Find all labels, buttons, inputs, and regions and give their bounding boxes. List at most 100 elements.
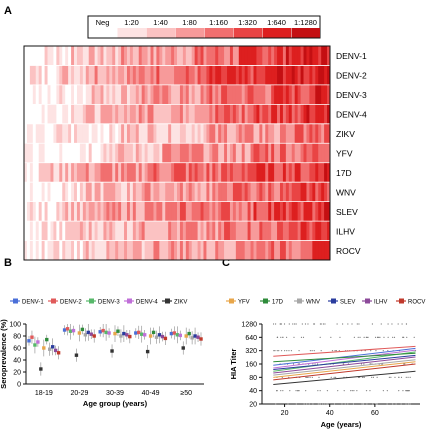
heatmap-cell bbox=[285, 84, 290, 105]
heatmap-cell bbox=[297, 65, 301, 86]
heatmap-cell bbox=[91, 182, 96, 202]
heatmap-cell bbox=[71, 240, 75, 261]
scale-swatch bbox=[175, 28, 204, 38]
heatmap-cell bbox=[106, 46, 110, 66]
heatmap-cell bbox=[194, 123, 198, 144]
heatmap-cell bbox=[50, 240, 54, 261]
x-tick-label: 30-39 bbox=[106, 390, 124, 397]
observation-dot bbox=[388, 376, 390, 378]
heatmap-cell bbox=[282, 104, 287, 125]
observation-dot bbox=[289, 390, 291, 392]
heatmap-cell bbox=[50, 123, 54, 144]
heatmap-cell bbox=[294, 84, 299, 105]
heatmap-cell bbox=[182, 123, 187, 144]
heatmap-cell bbox=[279, 84, 284, 105]
heatmap-cell bbox=[262, 240, 266, 261]
heatmap-cell bbox=[44, 104, 48, 125]
heatmap-cell bbox=[191, 123, 196, 144]
heatmap-cell bbox=[279, 104, 284, 125]
heatmap-frame bbox=[23, 45, 331, 261]
observation-dot bbox=[353, 336, 355, 338]
heatmap-row bbox=[24, 123, 331, 144]
y-tick-label: 20 bbox=[249, 402, 257, 409]
heatmap-cell bbox=[244, 65, 249, 86]
heatmap-cell bbox=[179, 46, 184, 66]
observation-dot bbox=[376, 403, 378, 405]
observation-dot bbox=[405, 376, 407, 378]
heatmap-cell bbox=[224, 201, 228, 222]
heatmap-cell bbox=[185, 65, 190, 86]
heatmap-cell bbox=[282, 201, 287, 222]
heatmap-cell bbox=[262, 84, 266, 105]
data-point bbox=[181, 346, 185, 350]
heatmap-cell bbox=[147, 162, 151, 183]
heatmap-cell bbox=[97, 65, 101, 86]
heatmap-cell bbox=[212, 84, 216, 105]
heatmap-cell bbox=[124, 84, 128, 105]
panel-a-label: A bbox=[4, 5, 12, 17]
heatmap-cell bbox=[168, 221, 172, 241]
heatmap-cell bbox=[118, 143, 122, 163]
heatmap-cell bbox=[327, 104, 331, 125]
heatmap-cell bbox=[153, 65, 157, 86]
heatmap-cell bbox=[203, 65, 207, 86]
heatmap-cell bbox=[318, 123, 322, 144]
heatmap-cell bbox=[271, 182, 275, 202]
heatmap-cell bbox=[126, 162, 131, 183]
heatmap-cell bbox=[221, 162, 225, 183]
heatmap-cell bbox=[100, 84, 104, 105]
scale-swatch bbox=[262, 28, 291, 38]
observation-dot bbox=[294, 323, 296, 325]
observation-dot bbox=[276, 336, 278, 338]
heatmap-cell bbox=[315, 221, 319, 241]
heatmap-cell bbox=[265, 84, 269, 105]
heatmap-cell bbox=[197, 162, 201, 183]
heatmap-cell bbox=[153, 104, 157, 125]
heatmap-cell bbox=[200, 84, 204, 105]
heatmap-cell bbox=[103, 240, 107, 261]
heatmap-cell bbox=[312, 182, 316, 202]
heatmap-cell bbox=[26, 46, 31, 66]
heatmap-cell bbox=[244, 182, 249, 202]
heatmap-cell bbox=[253, 65, 257, 86]
legend-marker bbox=[229, 298, 234, 304]
heatmap-cell bbox=[168, 104, 172, 125]
heatmap-cell bbox=[247, 143, 251, 163]
heatmap-cell bbox=[97, 123, 101, 144]
heatmap-cell bbox=[285, 46, 290, 66]
observation-dot bbox=[359, 376, 361, 378]
heatmap-cell bbox=[85, 201, 90, 222]
heatmap-cell bbox=[68, 84, 72, 105]
heatmap-cell bbox=[279, 162, 284, 183]
heatmap-cell bbox=[24, 143, 28, 163]
heatmap-cell bbox=[274, 123, 278, 144]
observation-dot bbox=[406, 390, 408, 392]
heatmap-cell bbox=[24, 240, 28, 261]
observation-dot bbox=[324, 323, 326, 325]
heatmap-cell bbox=[288, 143, 293, 163]
heatmap-cell bbox=[197, 123, 201, 144]
heatmap-cell bbox=[212, 221, 216, 241]
heatmap-cell bbox=[150, 123, 154, 144]
heatmap-cell bbox=[312, 221, 316, 241]
heatmap-cell bbox=[115, 84, 119, 105]
heatmap-cell bbox=[32, 143, 37, 163]
heatmap-cell bbox=[212, 123, 216, 144]
heatmap-cell bbox=[312, 46, 316, 66]
heatmap-cell bbox=[318, 221, 322, 241]
heatmap-cell bbox=[153, 221, 157, 241]
observation-dot bbox=[292, 363, 295, 365]
heatmap-cell bbox=[229, 84, 234, 105]
heatmap-cell bbox=[291, 182, 296, 202]
observation-dot bbox=[337, 390, 339, 392]
heatmap-cell bbox=[253, 143, 257, 163]
heatmap-cell bbox=[35, 65, 40, 86]
heatmap-cell bbox=[56, 123, 60, 144]
heatmap-cell bbox=[256, 143, 260, 163]
heatmap-cell bbox=[221, 201, 225, 222]
heatmap-cell bbox=[288, 84, 293, 105]
heatmap-cell bbox=[197, 143, 201, 163]
heatmap-cell bbox=[44, 46, 48, 66]
heatmap-cell bbox=[235, 201, 240, 222]
heatmap-cell bbox=[321, 162, 325, 183]
